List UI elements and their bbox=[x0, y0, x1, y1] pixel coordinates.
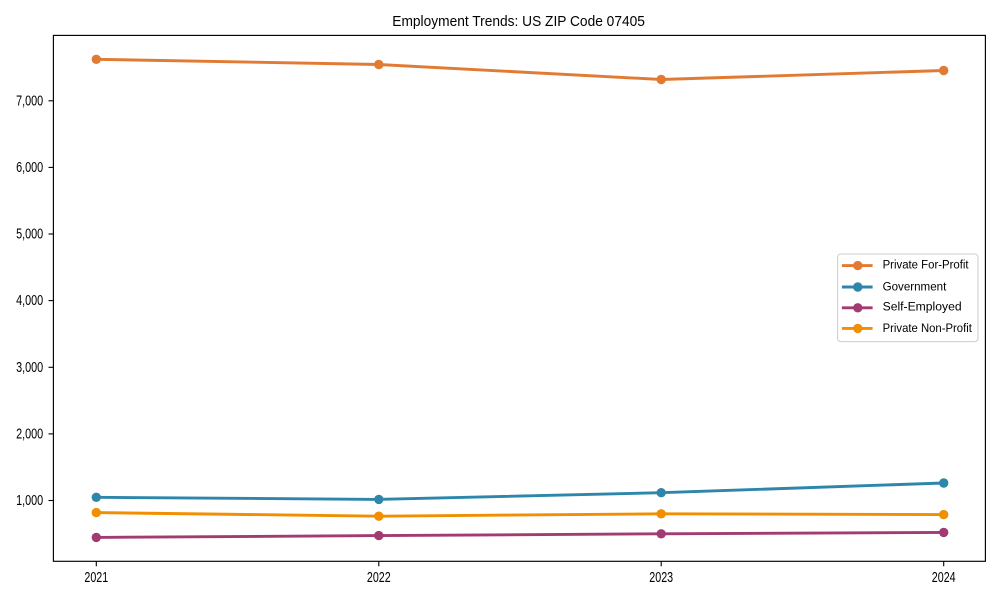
svg-text:2021: 2021 bbox=[84, 570, 108, 586]
svg-text:7,000: 7,000 bbox=[16, 93, 43, 109]
svg-text:4,000: 4,000 bbox=[16, 293, 43, 309]
svg-text:6,000: 6,000 bbox=[16, 160, 43, 176]
svg-text:Government: Government bbox=[883, 279, 947, 293]
svg-text:Employment Trends: US ZIP Code: Employment Trends: US ZIP Code 07405 bbox=[392, 14, 645, 30]
svg-text:Self-Employed: Self-Employed bbox=[883, 300, 962, 314]
svg-text:2,000: 2,000 bbox=[16, 426, 43, 442]
svg-text:Private Non-Profit: Private Non-Profit bbox=[883, 321, 973, 335]
svg-text:5,000: 5,000 bbox=[16, 227, 43, 243]
svg-text:1,000: 1,000 bbox=[16, 493, 43, 509]
svg-text:Private For-Profit: Private For-Profit bbox=[883, 258, 970, 272]
svg-text:2024: 2024 bbox=[932, 570, 956, 586]
svg-text:2023: 2023 bbox=[649, 570, 673, 586]
svg-text:3,000: 3,000 bbox=[16, 360, 43, 376]
svg-text:2022: 2022 bbox=[367, 570, 391, 586]
